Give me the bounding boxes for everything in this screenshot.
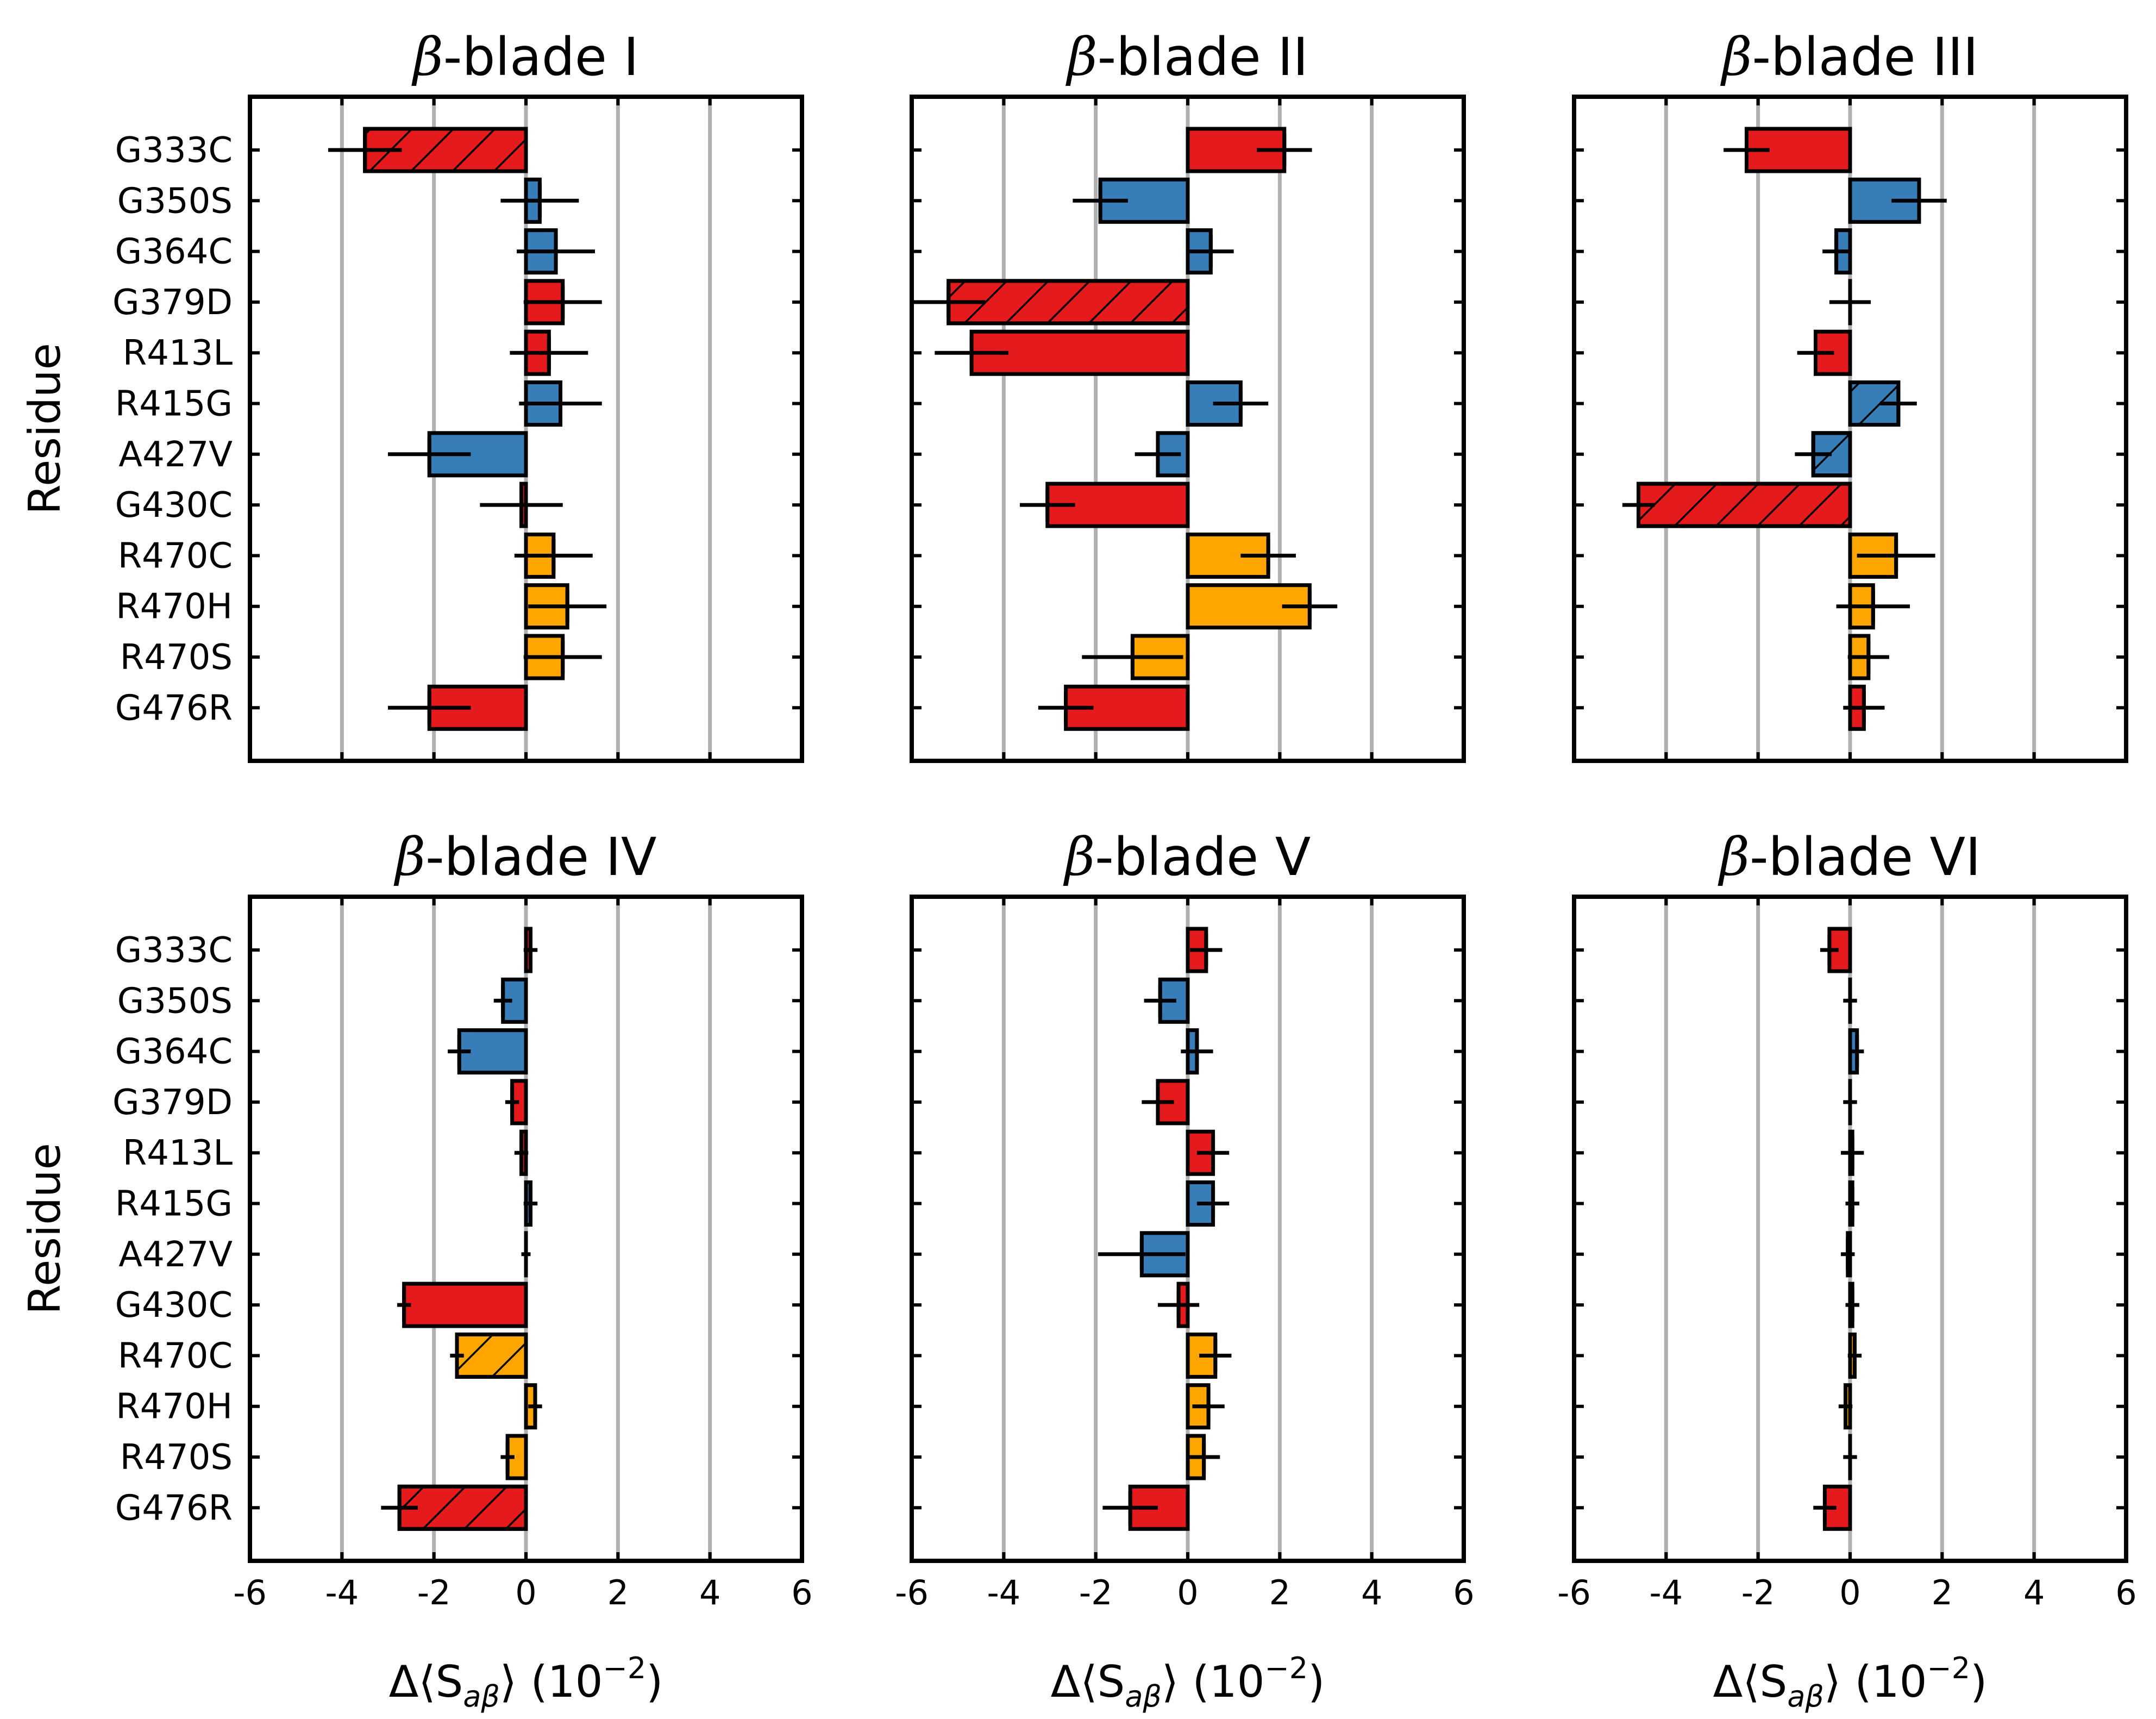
xtick-label: 2 (607, 1573, 629, 1612)
title-text: -blade IV (425, 827, 657, 887)
ytick-label: G350S (117, 181, 233, 221)
xlabel-subscript: aβ (463, 1679, 500, 1714)
bar-hatch-R470C (455, 1332, 528, 1379)
xtick-label: -4 (325, 1573, 359, 1612)
ytick-label: G379D (112, 283, 233, 323)
xlabel-suffix: ⟩ (10 (500, 1657, 603, 1707)
xlabel-suffix: ⟩ (10 (1824, 1657, 1927, 1707)
xlabel-subscript: aβ (1125, 1679, 1162, 1714)
panel-5: β-blade V -6 -4 -2 0 2 4 6 Δ⟨Saβ⟩ (10−2) (895, 827, 1475, 1714)
xtick-label: 4 (1361, 1573, 1382, 1612)
bar-G430C (402, 1282, 528, 1328)
ytick-label: R413L (123, 333, 233, 373)
xtick-label: 2 (1269, 1573, 1290, 1612)
ytick-label: G364C (115, 232, 233, 272)
panel-1: β-blade I G333C G350S G364C G379D R413L R415G A… (20, 27, 804, 763)
ytick-label: G333C (115, 130, 233, 171)
title-beta: β (393, 827, 425, 887)
xlabel-superscript: −2 (1265, 1651, 1308, 1685)
x-axis-label: Δ⟨Saβ⟩ (10−2) (1051, 1651, 1325, 1714)
ytick-label: G333C (115, 930, 233, 971)
ytick-label: A427V (118, 435, 233, 475)
panel-title: β-blade IV (393, 827, 656, 887)
panel-title: β-blade VI (1718, 827, 1980, 887)
ytick-label: G476R (115, 1488, 233, 1528)
xtick-label: 0 (1839, 1573, 1860, 1612)
panel-title: β-blade V (1063, 827, 1311, 887)
bar-hatch-G430C (1637, 482, 1852, 528)
panel-title: β-blade III (1720, 27, 1978, 87)
title-beta: β (1718, 827, 1750, 887)
xtick-label: 2 (1932, 1573, 1953, 1612)
xlabel-close: ) (646, 1657, 663, 1707)
xtick-label: 6 (1453, 1573, 1474, 1612)
xtick-label: 4 (699, 1573, 720, 1612)
y-axis-label: Residue (20, 1143, 70, 1315)
xtick-label: 6 (791, 1573, 812, 1612)
xlabel-subscript: aβ (1787, 1679, 1824, 1714)
ytick-label: G476R (115, 688, 233, 728)
x-axis-label: Δ⟨Saβ⟩ (10−2) (1713, 1651, 1988, 1714)
title-text: -blade III (1752, 27, 1978, 87)
title-text: -blade I (443, 27, 639, 87)
xlabel-prefix: Δ⟨S (1051, 1657, 1125, 1707)
xlabel-close: ) (1970, 1657, 1987, 1707)
ytick-label: R415G (115, 1184, 233, 1224)
xlabel-prefix: Δ⟨S (1713, 1657, 1788, 1707)
xtick-label: 0 (515, 1573, 536, 1612)
panel-title: β-blade I (411, 27, 638, 87)
xlabel-prefix: Δ⟨S (389, 1657, 463, 1707)
xlabel-suffix: ⟩ (10 (1162, 1657, 1265, 1707)
xtick-label: -6 (1557, 1573, 1591, 1612)
title-text: -blade II (1098, 27, 1308, 87)
ytick-label: R415G (115, 384, 233, 424)
ytick-label: G430C (115, 485, 233, 526)
xtick-label: 4 (2023, 1573, 2045, 1612)
ytick-label: R470H (116, 1387, 233, 1427)
x-axis-label: Δ⟨Saβ⟩ (10−2) (389, 1651, 663, 1714)
panel-3: β-blade III (1572, 27, 2128, 763)
xtick-label: -6 (233, 1573, 267, 1612)
xlabel-superscript: −2 (1927, 1651, 1971, 1685)
panel-6: β-blade VI -6 -4 -2 0 2 4 6 Δ⟨Saβ⟩ (10−2) (1557, 827, 2137, 1714)
xtick-label: -4 (1649, 1573, 1683, 1612)
ytick-label: R413L (123, 1133, 233, 1173)
title-beta: β (1066, 27, 1098, 87)
y-axis-label: Residue (20, 343, 70, 515)
bar-hatch-G476R (397, 1484, 528, 1531)
ytick-label: A427V (118, 1235, 233, 1275)
ytick-label: G364C (115, 1032, 233, 1072)
title-beta: β (411, 27, 443, 87)
title-beta: β (1063, 827, 1095, 887)
bar-hatch-G379D (947, 279, 1190, 326)
xlabel-close: ) (1308, 1657, 1325, 1707)
ytick-label: R470C (118, 1336, 233, 1376)
xtick-label: -2 (417, 1573, 451, 1612)
ytick-label: R470S (120, 1437, 233, 1478)
xtick-label: -2 (1741, 1573, 1775, 1612)
ytick-label: G350S (117, 981, 233, 1021)
ytick-label: R470H (116, 587, 233, 627)
xtick-label: -6 (895, 1573, 929, 1612)
xtick-label: 0 (1177, 1573, 1198, 1612)
xtick-label: 6 (2115, 1573, 2136, 1612)
panel-4: β-blade IV G333C G350S G364C G379D R413L R415G… (20, 827, 813, 1714)
xtick-label: -4 (987, 1573, 1020, 1612)
title-text: -blade V (1095, 827, 1311, 887)
title-text: -blade VI (1750, 827, 1981, 887)
panel-2: β-blade II (910, 27, 1466, 763)
panel-title: β-blade II (1066, 27, 1308, 87)
xtick-label: -2 (1079, 1573, 1113, 1612)
title-beta: β (1720, 27, 1752, 87)
ytick-label: G379D (112, 1083, 233, 1123)
xlabel-superscript: −2 (603, 1651, 647, 1685)
ytick-label: R470S (120, 637, 233, 678)
ytick-label: R470C (118, 536, 233, 576)
ytick-label: G430C (115, 1285, 233, 1326)
